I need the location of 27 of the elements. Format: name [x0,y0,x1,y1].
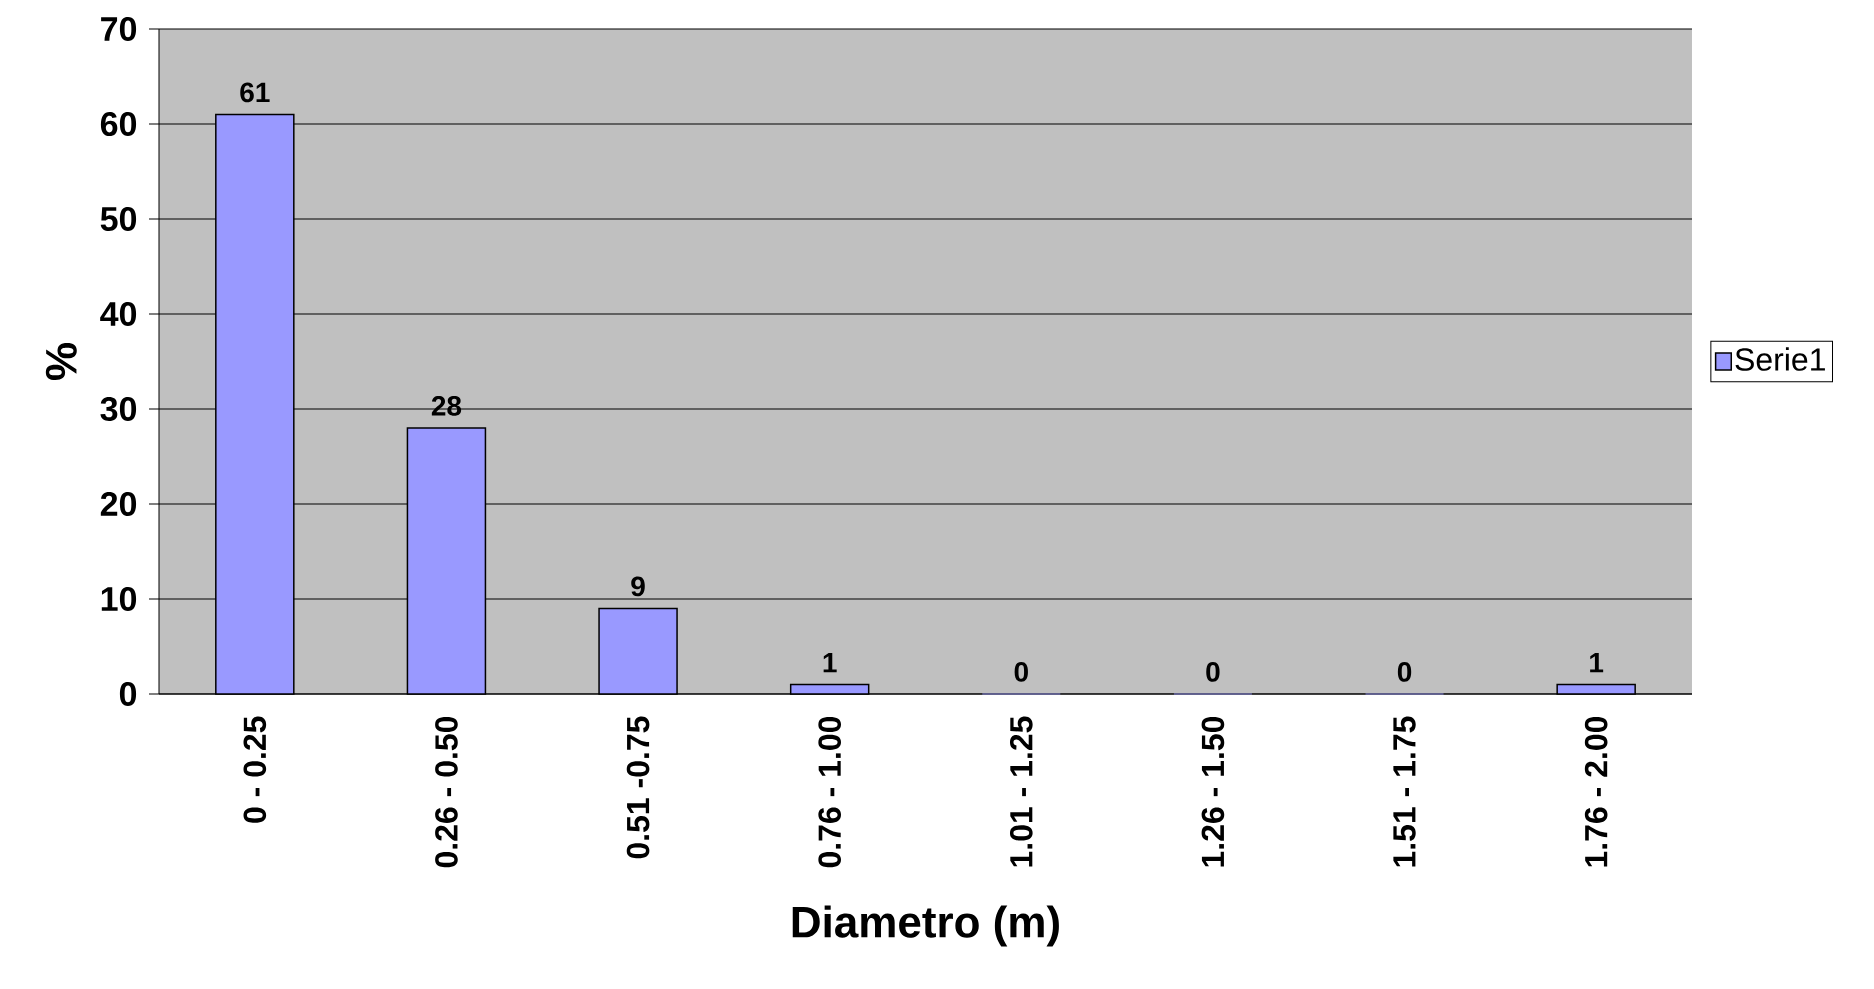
x-tick-label: 0.51 -0.75 [626,716,650,859]
data-label: 1 [1590,653,1604,673]
x-tick-label: 0.26 - 0.50 [435,716,458,868]
data-label: 61 [240,82,270,103]
x-tick-label: 0 - 0.25 [243,716,267,823]
x-tick-label: 0.76 - 1.00 [818,716,842,868]
x-axis-title: Diametro (m) [792,905,1059,947]
y-tick-label: 60 [100,111,137,137]
legend-label: Serie1 [1735,347,1825,371]
x-tick-label: 1.01 - 1.25 [1009,716,1033,867]
y-tick-label: 20 [100,491,137,517]
y-tick-label: 40 [100,301,137,327]
y-tick-label: 50 [100,206,137,232]
data-label: 9 [631,576,645,597]
data-label: 0 [1397,661,1412,682]
x-tick-label: 1.76 - 2.00 [1584,716,1608,867]
y-tick-label: 0 [119,681,137,707]
y-tick-label: 30 [100,396,137,422]
y-tick-label: 10 [101,586,137,612]
y-tick-label: 70 [101,16,137,42]
y-axis-title: % [45,343,77,380]
data-label: 1 [823,653,837,673]
data-label: 0 [1014,661,1028,682]
data-label: 0 [1206,661,1220,682]
x-tick-label: 1.26 - 1.50 [1201,716,1225,867]
x-tick-label: 1.51 - 1.75 [1393,716,1416,867]
data-label: 28 [431,395,462,416]
